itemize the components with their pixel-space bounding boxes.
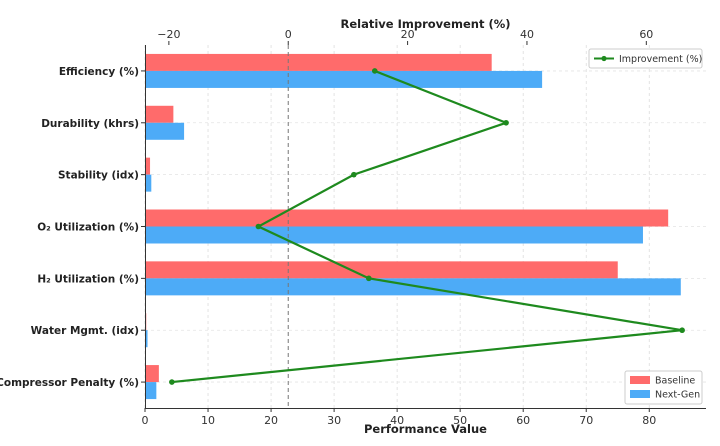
bar-baseline-2 — [145, 157, 151, 175]
x-tick-label-0: 0 — [142, 414, 149, 427]
bars — [145, 53, 681, 400]
category-label-6: Compressor Penalty (%) — [0, 377, 139, 389]
bar-baseline-1 — [145, 105, 174, 123]
x-tick-label-30: 30 — [327, 414, 341, 427]
x-tick-label-70: 70 — [579, 414, 593, 427]
category-labels: Efficiency (%) Durability (khrs) Stability… — [0, 66, 139, 389]
category-label-2: Stability (idx) — [58, 170, 139, 182]
bar-baseline-4 — [145, 261, 618, 279]
improvement-point-5 — [679, 327, 685, 334]
bar-baseline-3 — [145, 209, 669, 227]
improvement-point-6 — [169, 379, 175, 385]
nextgen-legend-label: Next-Gen — [655, 390, 700, 401]
x-axis-title: Performance Value — [364, 422, 487, 436]
axes — [145, 45, 706, 409]
category-label-5: Water Mgmt. (idx) — [31, 325, 139, 337]
nextgen-legend-swatch — [630, 390, 650, 398]
improvement-legend-frame — [588, 48, 703, 69]
improvement-point-3 — [255, 223, 262, 230]
x-tick-label-10: 10 — [201, 414, 215, 427]
category-label-0: Efficiency (%) — [59, 66, 139, 78]
x-tick-label-50: 50 — [453, 414, 467, 427]
top-axis-title: Relative Improvement (%) — [341, 17, 511, 31]
top-tick-label-2: 20 — [401, 28, 415, 41]
bars-legend: Baseline Next-Gen — [624, 370, 703, 405]
ticks: 0 10 20 30 40 50 60 70 80 −20 0 20 40 60 — [141, 28, 656, 427]
category-label-1: Durability (khrs) — [41, 118, 139, 130]
improvement-line-layer — [169, 68, 685, 385]
baseline-legend-swatch — [630, 376, 650, 384]
bar-next-gen-5 — [145, 330, 148, 348]
top-tick-label-1: 0 — [285, 28, 292, 41]
improvement-point-4 — [366, 275, 372, 282]
x-tick-label-60: 60 — [516, 414, 530, 427]
top-tick-label-4: 60 — [639, 28, 653, 41]
category-label-3: O₂ Utilization (%) — [37, 222, 139, 234]
bar-baseline-6 — [145, 365, 159, 383]
x-tick-label-40: 40 — [390, 414, 404, 427]
improvement-legend-swatch-marker — [601, 55, 607, 62]
bar-next-gen-2 — [145, 174, 152, 192]
bar-next-gen-4 — [145, 278, 681, 296]
top-tick-label-0: −20 — [157, 28, 180, 41]
x-tick-label-80: 80 — [642, 414, 656, 427]
bar-next-gen-3 — [145, 226, 643, 244]
baseline-legend-label: Baseline — [655, 376, 695, 387]
bar-next-gen-1 — [145, 122, 185, 140]
x-tick-label-20: 20 — [264, 414, 278, 427]
bar-next-gen-0 — [145, 70, 543, 88]
top-tick-label-3: 40 — [520, 28, 534, 41]
improvement-legend-label: Improvement (%) — [619, 54, 702, 65]
improvement-point-0 — [371, 68, 378, 74]
improvement-legend: Improvement (%) — [588, 48, 703, 69]
bar-next-gen-6 — [145, 382, 157, 400]
improvement-point-1 — [503, 119, 509, 126]
category-label-4: H₂ Utilization (%) — [37, 273, 139, 285]
bar-baseline-0 — [145, 53, 492, 71]
improvement-point-2 — [351, 171, 357, 178]
